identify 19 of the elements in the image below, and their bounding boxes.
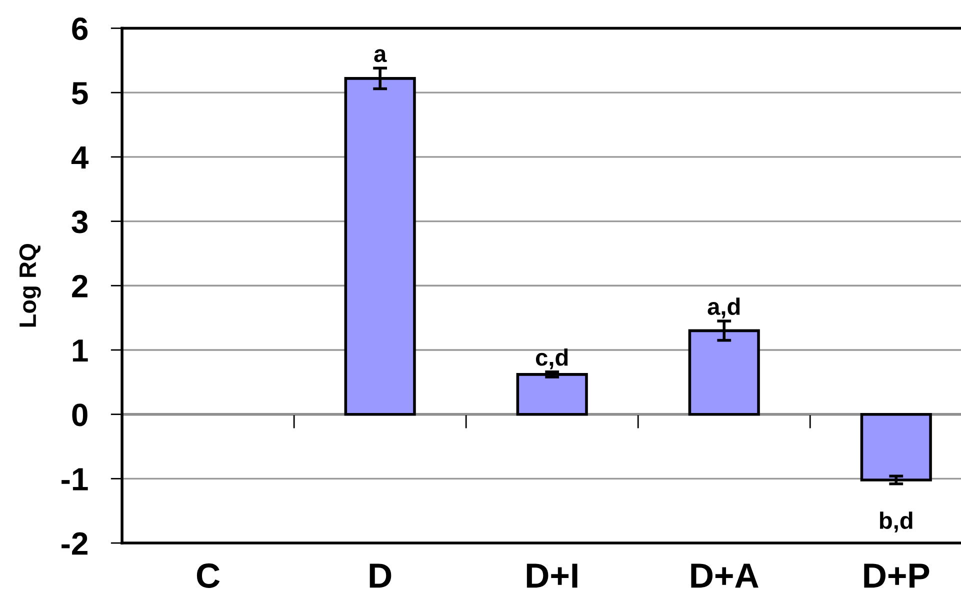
y-axis-title: Log RQ — [19, 244, 41, 327]
y-tick-label: 1 — [72, 340, 88, 362]
y-tick-label: 3 — [72, 210, 88, 234]
y-tick-label: 4 — [71, 146, 89, 169]
x-tick-label: D+A — [691, 564, 758, 588]
y-tick-label: -1 — [62, 468, 88, 490]
y-tick-label: -2 — [62, 532, 88, 555]
y-tick-label: 5 — [72, 82, 88, 104]
annotation: a,d — [708, 298, 740, 318]
x-tick-label: C — [196, 563, 220, 588]
annotation: b,d — [880, 512, 912, 532]
y-tick-label: 0 — [72, 404, 88, 426]
annotation: a — [374, 49, 387, 62]
x-tick-label: D+P — [864, 564, 930, 588]
y-tick-label: 2 — [72, 274, 88, 298]
y-tick-label: 6 — [72, 18, 88, 40]
annotation: c,d — [536, 348, 568, 370]
x-tick-label: D+I — [526, 564, 578, 588]
x-tick-label: D — [370, 564, 392, 588]
